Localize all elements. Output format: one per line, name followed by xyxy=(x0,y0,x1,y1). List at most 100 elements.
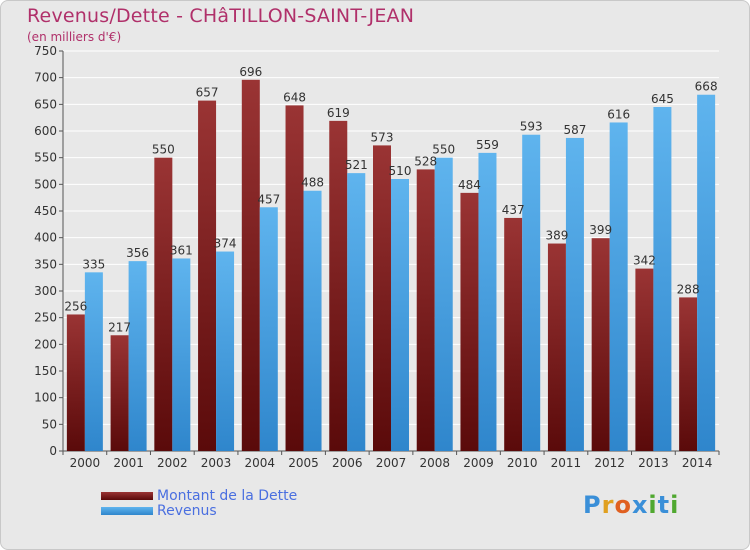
bar-revenus xyxy=(391,179,409,451)
y-tick-label: 100 xyxy=(34,391,57,405)
x-tick-label: 2009 xyxy=(463,456,494,470)
data-label-revenus: 559 xyxy=(476,138,499,152)
legend-swatch-dette xyxy=(101,491,153,500)
bar-revenus xyxy=(565,137,584,451)
y-tick-label: 750 xyxy=(34,44,57,58)
y-tick-label: 200 xyxy=(34,337,57,351)
bar-dette xyxy=(504,217,523,451)
y-tick-label: 300 xyxy=(34,284,57,298)
data-label-dette: 399 xyxy=(589,223,612,237)
x-tick-label: 2000 xyxy=(70,456,101,470)
data-label-dette: 288 xyxy=(677,282,700,296)
legend-item-dette: Montant de la Dette xyxy=(101,487,298,504)
data-labels: 256 335 217 356 550 361 657 374 696 457 648 488 619 5… xyxy=(64,65,717,334)
bar-revenus xyxy=(653,107,672,451)
x-tick-label: 2002 xyxy=(157,456,188,470)
bar-dette xyxy=(241,79,260,452)
data-label-dette: 342 xyxy=(633,254,656,268)
bar-revenus xyxy=(522,134,541,451)
bar-revenus xyxy=(303,190,322,451)
legend-swatch-revenus xyxy=(101,506,153,515)
data-label-revenus: 488 xyxy=(301,176,324,190)
bar-dette xyxy=(329,120,348,451)
bar-dette xyxy=(285,105,304,452)
data-label-revenus: 356 xyxy=(126,246,149,260)
data-label-revenus: 335 xyxy=(82,257,105,271)
x-tick-label: 2008 xyxy=(419,456,450,470)
data-label-revenus: 510 xyxy=(389,164,412,178)
data-label-revenus: 457 xyxy=(257,192,280,206)
data-label-dette: 648 xyxy=(283,90,306,104)
data-label-dette: 573 xyxy=(371,130,394,144)
data-label-dette: 528 xyxy=(414,154,437,168)
data-label-dette: 550 xyxy=(152,143,175,157)
x-tick-label: 2004 xyxy=(245,456,276,470)
x-tick-label: 2007 xyxy=(376,456,407,470)
bar-revenus xyxy=(216,251,235,451)
chart-title: Revenus/Dette - CHâTILLON-SAINT-JEAN xyxy=(27,5,415,27)
chart-subtitle: (en milliers d'€) xyxy=(27,30,122,44)
data-label-dette: 657 xyxy=(196,86,219,100)
bar-dette xyxy=(66,314,85,451)
y-tick-label: 250 xyxy=(34,311,57,325)
data-label-dette: 437 xyxy=(502,203,525,217)
data-label-dette: 389 xyxy=(545,229,568,243)
bar-revenus xyxy=(84,272,103,451)
y-tick-label: 600 xyxy=(34,124,57,138)
data-label-revenus: 361 xyxy=(170,243,193,257)
x-tick-label: 2001 xyxy=(113,456,144,470)
bar-dette xyxy=(198,100,217,451)
data-label-revenus: 616 xyxy=(607,107,630,121)
x-tick-label: 2014 xyxy=(682,456,713,470)
bar-revenus xyxy=(172,258,191,451)
data-label-revenus: 645 xyxy=(651,92,674,106)
data-label-revenus: 374 xyxy=(214,237,237,251)
bar-revenus xyxy=(128,261,147,451)
x-tick-label: 2003 xyxy=(201,456,232,470)
y-tick-label: 700 xyxy=(34,71,57,85)
bar-revenus xyxy=(347,173,366,451)
data-label-revenus: 521 xyxy=(345,158,368,172)
bar-dette xyxy=(110,335,129,451)
data-label-revenus: 550 xyxy=(432,143,455,157)
bar-revenus xyxy=(259,207,278,451)
data-label-dette: 619 xyxy=(327,106,350,120)
bar-dette xyxy=(373,145,391,451)
legend-label-dette: Montant de la Dette xyxy=(157,487,298,504)
data-label-dette: 217 xyxy=(108,320,131,334)
y-tick-label: 0 xyxy=(49,444,57,458)
y-tick-label: 150 xyxy=(34,364,57,378)
bar-dette xyxy=(679,297,698,451)
data-label-dette: 256 xyxy=(64,299,87,313)
y-tick-label: 650 xyxy=(34,97,57,111)
bar-dette xyxy=(154,157,173,451)
data-label-revenus: 668 xyxy=(695,80,718,94)
proxiti-logo: Proxiti xyxy=(583,491,680,519)
y-tick-label: 500 xyxy=(34,177,57,191)
legend: Montant de la Dette Revenus xyxy=(101,487,298,519)
y-tick-label: 450 xyxy=(34,204,57,218)
data-label-dette: 696 xyxy=(239,65,262,79)
x-tick-label: 2012 xyxy=(594,456,625,470)
data-label-revenus: 593 xyxy=(520,120,543,134)
x-tick-label: 2006 xyxy=(332,456,363,470)
x-tick-label: 2011 xyxy=(551,456,582,470)
bar-revenus xyxy=(478,152,497,451)
y-tick-label: 350 xyxy=(34,257,57,271)
bars xyxy=(66,79,716,452)
data-label-revenus: 587 xyxy=(563,123,586,137)
y-tick-label: 400 xyxy=(34,231,57,245)
y-tick-label: 550 xyxy=(34,151,57,165)
y-tick-label: 50 xyxy=(42,417,57,431)
bar-dette xyxy=(416,169,435,451)
bar-revenus xyxy=(434,157,453,451)
bar-dette xyxy=(460,192,479,451)
x-tick-label: 2005 xyxy=(288,456,319,470)
bar-dette xyxy=(547,243,566,451)
legend-label-revenus: Revenus xyxy=(157,502,217,519)
legend-item-revenus: Revenus xyxy=(101,502,297,519)
data-label-dette: 484 xyxy=(458,178,481,192)
bar-dette xyxy=(591,238,610,451)
